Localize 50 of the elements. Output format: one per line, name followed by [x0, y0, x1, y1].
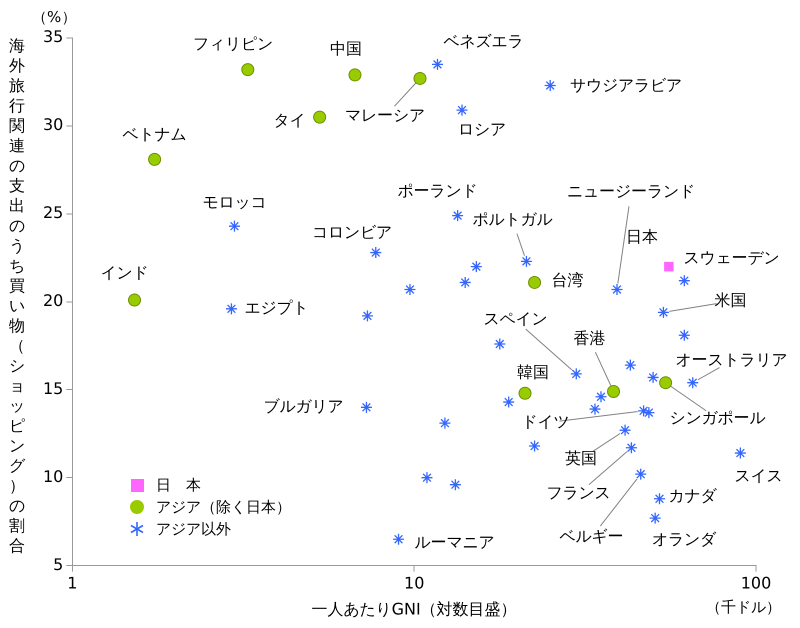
- y-tick-label: 5: [53, 554, 64, 574]
- y-tick-label: 15: [43, 378, 64, 398]
- annotation: ブルガリア: [263, 396, 344, 416]
- x-tick-label: 100: [740, 573, 772, 592]
- annotation: オランダ: [652, 529, 718, 548]
- annotation: スペイン: [483, 309, 548, 328]
- annotation: ポルトガル: [472, 210, 552, 229]
- text: 海外旅行関連の支出のうち買い物（ショッピング）の割合: [9, 36, 25, 555]
- y-tick-label: 35: [43, 27, 64, 46]
- annotation: カナダ: [668, 486, 718, 505]
- y-tick-label: 10: [43, 466, 64, 486]
- annotation: 日本: [626, 226, 658, 246]
- annotation: サウジアラビア: [570, 76, 682, 95]
- annotation: 台湾: [552, 270, 584, 290]
- x-axis-title: 一人あたりGNI（対数目盛）: [312, 600, 517, 619]
- annotation: ロシア: [458, 119, 506, 138]
- annotation: スイス: [734, 466, 782, 486]
- annotation: フィリピン: [192, 34, 273, 53]
- annotation: スウェーデン: [683, 248, 780, 267]
- legend-label: 日 本: [156, 476, 201, 494]
- x-tick-label: 1: [67, 573, 78, 592]
- annotation: オーストラリア: [676, 350, 788, 369]
- y-tick-label: 25: [43, 203, 64, 222]
- annotation: ポーランド: [398, 180, 478, 200]
- annotation: 韓国: [517, 362, 550, 382]
- annotation: シンガポール: [670, 408, 766, 427]
- annotation: 英国: [565, 448, 598, 468]
- annotation: ベネズエラ: [443, 32, 524, 51]
- y-tick-label: 20: [43, 290, 64, 310]
- annotation: 米国: [714, 290, 746, 310]
- annotation: タイ: [274, 110, 306, 130]
- annotation: マレーシア: [345, 106, 425, 125]
- annotation: フランス: [546, 482, 610, 502]
- annotation: ドイツ: [522, 412, 570, 431]
- annotation: ベルギー: [560, 526, 624, 546]
- text: （千ドル）: [706, 598, 781, 617]
- annotation: ルーマニア: [414, 532, 495, 552]
- legend-label: アジア（除く日本）: [156, 498, 291, 516]
- annotation: 中国: [330, 39, 362, 58]
- text: （%）: [32, 8, 76, 27]
- annotation: モロッコ: [202, 192, 266, 212]
- y-tick-label: 30: [43, 115, 64, 134]
- annotation: コロンビア: [312, 222, 392, 242]
- x-tick-label: 10: [404, 573, 424, 592]
- annotation: 香港: [574, 328, 606, 348]
- annotation: インド: [100, 263, 149, 282]
- annotation: エジプト: [244, 298, 308, 317]
- annotation: ニュージーランド: [566, 182, 695, 201]
- annotation: ベトナム: [122, 124, 187, 144]
- legend-label: アジア以外: [156, 520, 231, 538]
